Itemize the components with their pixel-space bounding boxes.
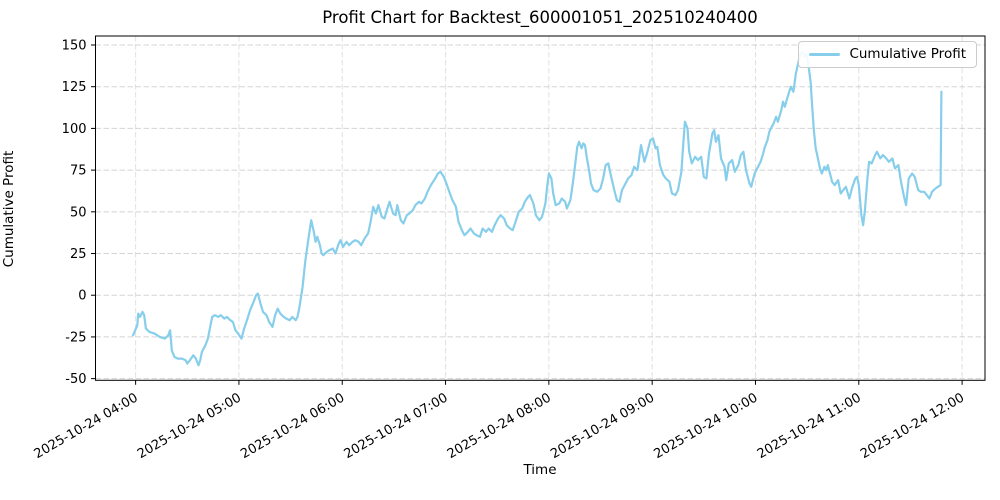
x-tick-label: 2025-10-24 10:00 xyxy=(652,390,761,462)
cumulative-profit-line xyxy=(131,50,943,367)
x-tick-label: 2025-10-24 07:00 xyxy=(342,390,451,462)
y-tick-label: 150 xyxy=(62,39,87,54)
y-tick-label: 75 xyxy=(70,164,87,179)
y-tick-label: 100 xyxy=(62,122,87,137)
legend: Cumulative Profit xyxy=(798,41,977,68)
chart-title: Profit Chart for Backtest_600001051_2025… xyxy=(322,8,758,27)
x-tick-label: 2025-10-24 06:00 xyxy=(238,390,347,462)
plot-border xyxy=(95,35,986,381)
y-axis-label: Cumulative Profit xyxy=(1,150,17,268)
y-tick-label: 125 xyxy=(62,80,87,95)
x-tick-label: 2025-10-24 11:00 xyxy=(755,390,864,462)
legend-line-swatch xyxy=(809,52,841,57)
y-tick-label: 0 xyxy=(78,289,86,304)
y-tick-label: -25 xyxy=(65,330,86,345)
x-tick-label: 2025-10-24 05:00 xyxy=(135,390,244,462)
legend-label: Cumulative Profit xyxy=(849,45,966,62)
y-tick-label: 25 xyxy=(70,247,87,262)
x-tick-label: 2025-10-24 04:00 xyxy=(32,390,141,462)
x-tick-label: 2025-10-24 12:00 xyxy=(858,390,967,462)
y-tick-label: -50 xyxy=(65,372,86,387)
y-tick-label: 50 xyxy=(70,205,87,220)
x-tick-label: 2025-10-24 09:00 xyxy=(548,390,657,462)
x-tick-label: 2025-10-24 08:00 xyxy=(445,390,554,462)
x-axis-label: Time xyxy=(523,462,557,478)
